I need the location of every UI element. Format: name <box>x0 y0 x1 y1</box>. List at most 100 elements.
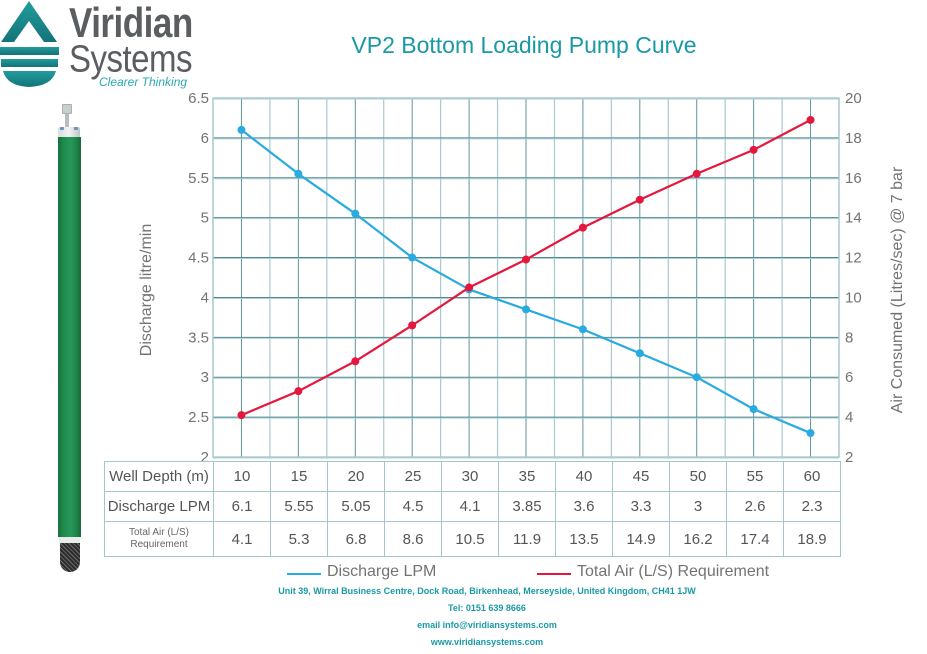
pump-top-cap <box>62 104 72 114</box>
logo-drop-base <box>3 71 56 87</box>
table-cell: 4.1 <box>213 521 271 557</box>
chart-title: VP2 Bottom Loading Pump Curve <box>351 32 697 58</box>
logo-stripe <box>1 59 58 67</box>
y-tick-label-right: 18 <box>845 130 862 147</box>
table-cell: 10.5 <box>441 521 499 557</box>
y-tick-label-left: 4 <box>201 289 209 306</box>
logo-chevron <box>1 1 57 42</box>
footer-address: Unit 39, Wirral Business Centre, Dock Ro… <box>278 586 696 596</box>
pump-collar <box>58 127 80 137</box>
table-row: Well Depth (m) 10 15 20 25 30 35 40 45 50 55 60 <box>104 461 841 492</box>
table-cell: 2.6 <box>726 491 784 522</box>
table-cell: 13.5 <box>555 521 613 557</box>
data-point-discharge[interactable] <box>749 405 758 414</box>
table-cell: 5.55 <box>270 491 328 522</box>
table-cell: 10 <box>213 461 271 492</box>
data-point-discharge[interactable] <box>408 253 417 262</box>
pump-collar-bolt <box>60 127 64 130</box>
data-point-discharge[interactable] <box>237 125 246 134</box>
data-point-total-air[interactable] <box>578 223 587 232</box>
data-point-total-air[interactable] <box>522 255 530 264</box>
y-tick-label-right: 8 <box>845 329 853 346</box>
data-point-discharge[interactable] <box>692 373 701 382</box>
table-cell: 55 <box>726 461 784 492</box>
table-cell: 5.3 <box>270 521 328 557</box>
y-tick-label-left: 5 <box>201 210 209 227</box>
table-cell: 25 <box>384 461 442 492</box>
data-point-discharge[interactable] <box>578 325 587 334</box>
y-axis-label-right: Air Consumed (Litres/sec) @ 7 bar <box>889 166 906 413</box>
data-table: Well Depth (m) 10 15 20 25 30 35 40 45 50 55 60 Disc… <box>104 461 841 557</box>
table-cell: 35 <box>498 461 556 492</box>
table-cell: 11.9 <box>498 521 556 557</box>
data-point-total-air[interactable] <box>465 283 474 292</box>
table-row-label-line: Total Air (L/S) <box>128 527 190 538</box>
y-tick-label-left: 6.5 <box>188 90 209 107</box>
table-cell: 40 <box>555 461 613 492</box>
data-point-total-air[interactable] <box>351 357 360 366</box>
table-cell: 4.5 <box>384 491 442 522</box>
grid <box>212 97 840 459</box>
table-cell: 20 <box>327 461 385 492</box>
table-cell: 5.05 <box>327 491 385 522</box>
y-tick-label-right: 14 <box>845 210 862 227</box>
pump-collar-bolt <box>74 127 78 130</box>
data-point-discharge[interactable] <box>522 305 530 314</box>
table-cell: 14.9 <box>612 521 670 557</box>
data-point-discharge[interactable] <box>806 429 815 438</box>
table-row: Total Air (L/S) Requirement 4.1 5.3 6.8 8.6 10… <box>104 521 841 557</box>
table-cell: 17.4 <box>726 521 784 557</box>
data-point-total-air[interactable] <box>635 195 644 204</box>
tick-labels: 6.5 6 5.5 5 4.5 4 3.5 3 2.5 2 20 18 16 14 12 10 8 6 4 2 <box>188 90 862 466</box>
table-cell: 50 <box>669 461 727 492</box>
table-cell: 15 <box>270 461 328 492</box>
table-cell: 3 <box>669 491 727 522</box>
table-cell: 6.1 <box>213 491 271 522</box>
plot-frame <box>212 97 840 458</box>
data-point-total-air[interactable] <box>806 115 815 124</box>
data-point-total-air[interactable] <box>692 169 701 178</box>
data-point-total-air[interactable] <box>294 387 303 396</box>
data-point-discharge[interactable] <box>635 349 644 358</box>
data-point-total-air[interactable] <box>237 411 246 420</box>
data-point-total-air[interactable] <box>408 321 417 330</box>
legend-swatch-discharge <box>287 573 321 575</box>
pump-stem <box>65 114 69 129</box>
table-cell: 6.8 <box>327 521 385 557</box>
y-tick-label-left: 3 <box>201 369 209 386</box>
logo-stripe <box>0 47 59 55</box>
y-tick-label-left: 6 <box>201 130 209 147</box>
table-cell: 16.2 <box>669 521 727 557</box>
table-row-label: Well Depth (m) <box>104 461 214 492</box>
footer-telephone: Tel: 0151 639 8666 <box>448 603 526 613</box>
footer-email[interactable]: email info@viridiansystems.com <box>417 620 557 630</box>
pump-band <box>59 537 80 543</box>
table-row-label: Discharge LPM <box>104 491 214 522</box>
y-tick-label-right: 2 <box>845 449 853 466</box>
legend-swatch-total-air <box>537 573 571 575</box>
data-point-discharge[interactable] <box>351 209 360 218</box>
y-tick-label-left: 2.5 <box>188 409 209 426</box>
y-tick-label-left: 2 <box>201 449 209 466</box>
y-tick-label-right: 12 <box>845 250 862 267</box>
table-row-label: Total Air (L/S) Requirement <box>104 521 214 557</box>
data-point-total-air[interactable] <box>749 145 758 154</box>
water-drop-icon <box>0 1 59 87</box>
y-tick-label-left: 4.5 <box>188 250 209 267</box>
table-row: Discharge LPM 6.1 5.55 5.05 4.5 4.1 3.85 3.6 3.3… <box>104 491 841 522</box>
y-tick-label-left: 5.5 <box>188 170 209 187</box>
y-tick-label-right: 10 <box>845 289 862 306</box>
table-cell: 3.85 <box>498 491 556 522</box>
y-tick-label-right: 20 <box>845 90 862 107</box>
legend-label-total-air: Total Air (L/S) Requirement <box>577 563 770 580</box>
logo-name-viridian: Viridian <box>69 0 193 47</box>
table-cell: 2.3 <box>783 491 841 522</box>
pump-green-tube <box>58 137 81 537</box>
table-cell: 60 <box>783 461 841 492</box>
table-cell: 30 <box>441 461 499 492</box>
table-cell: 8.6 <box>384 521 442 557</box>
pump-strainer <box>60 543 80 572</box>
y-axis-label-left: Discharge litre/min <box>138 224 155 356</box>
footer-website[interactable]: www.viridiansystems.com <box>430 637 544 647</box>
data-point-discharge[interactable] <box>294 169 303 178</box>
